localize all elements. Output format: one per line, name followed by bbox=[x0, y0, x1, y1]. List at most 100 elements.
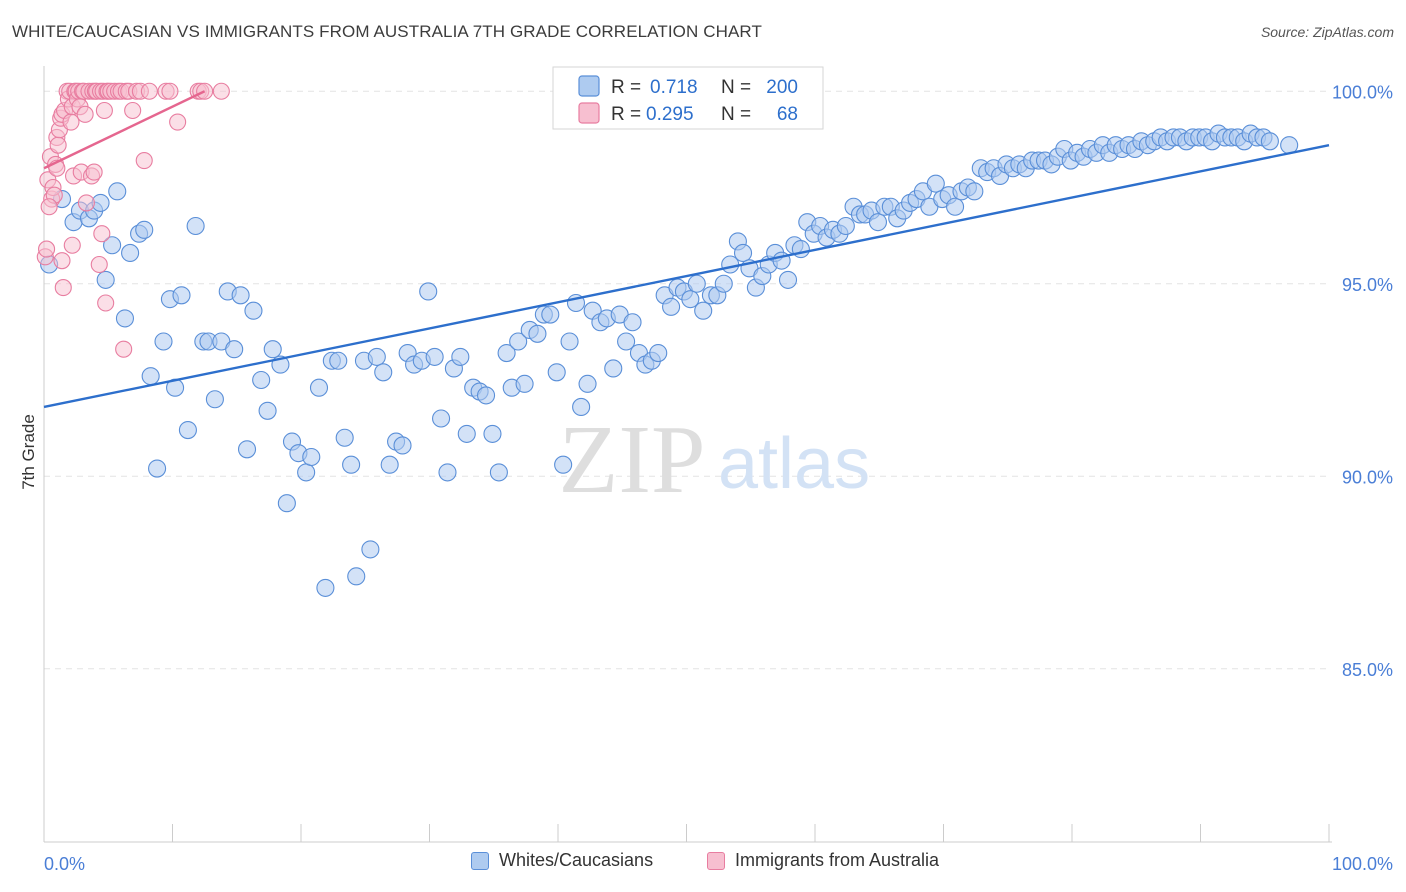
data-point-immigrants bbox=[161, 82, 179, 100]
data-point-whites bbox=[374, 363, 393, 382]
legend-n-value: 200 bbox=[766, 77, 798, 98]
data-point-immigrants bbox=[97, 294, 115, 312]
source-label: Source: ZipAtlas.com bbox=[1260, 24, 1394, 40]
gridlines bbox=[44, 90, 1329, 670]
legend-r-value: 0.295 bbox=[646, 104, 694, 125]
data-point-immigrants bbox=[93, 225, 111, 243]
data-point-whites bbox=[497, 343, 516, 363]
data-point-whites bbox=[681, 290, 700, 309]
data-point-whites bbox=[237, 440, 257, 459]
data-point-whites bbox=[714, 274, 733, 293]
data-point-immigrants bbox=[115, 340, 133, 358]
data-point-whites bbox=[148, 459, 167, 478]
data-point-whites bbox=[926, 174, 945, 193]
data-point-whites bbox=[515, 374, 534, 393]
y-tick-label: 100.0% bbox=[1332, 82, 1393, 102]
data-point-immigrants bbox=[77, 194, 95, 212]
data-point-whites bbox=[432, 409, 451, 428]
data-point-whites bbox=[662, 297, 681, 316]
data-point-whites bbox=[419, 282, 438, 301]
chart-title: WHITE/CAUCASIAN VS IMMIGRANTS FROM AUSTR… bbox=[12, 22, 762, 41]
data-point-whites bbox=[965, 182, 984, 201]
legend-n-value: 68 bbox=[777, 104, 798, 125]
data-point-whites bbox=[489, 463, 508, 482]
series-whites-points bbox=[40, 124, 1299, 597]
data-point-whites bbox=[649, 343, 668, 363]
data-point-whites bbox=[457, 424, 476, 443]
data-point-immigrants bbox=[49, 136, 67, 154]
data-point-whites bbox=[483, 424, 502, 443]
data-point-whites bbox=[103, 236, 122, 255]
legend-n-label: N = bbox=[721, 104, 751, 125]
data-point-whites bbox=[623, 313, 642, 332]
data-point-whites bbox=[335, 428, 354, 447]
data-point-immigrants bbox=[95, 101, 113, 120]
trend-line-whites bbox=[43, 143, 1330, 409]
data-point-whites bbox=[96, 270, 115, 289]
data-point-whites bbox=[367, 347, 386, 366]
legend-swatch-blue bbox=[578, 75, 600, 97]
y-tick-label: 95.0% bbox=[1342, 275, 1393, 295]
data-point-immigrants bbox=[63, 236, 81, 254]
data-point-immigrants bbox=[135, 152, 153, 170]
data-point-whites bbox=[393, 436, 412, 455]
data-point-whites bbox=[115, 309, 135, 328]
data-point-whites bbox=[554, 455, 573, 474]
legend-swatch-whites bbox=[471, 851, 489, 870]
data-point-whites bbox=[347, 567, 366, 586]
data-point-whites bbox=[361, 540, 380, 559]
data-point-whites bbox=[778, 270, 798, 289]
data-point-whites bbox=[380, 455, 399, 474]
data-point-whites bbox=[541, 305, 560, 324]
data-point-whites bbox=[733, 243, 753, 262]
data-point-whites bbox=[141, 367, 160, 386]
axes bbox=[43, 66, 1332, 843]
legend-swatch-immigrants bbox=[707, 851, 725, 870]
watermark: ZIP atlas bbox=[559, 406, 871, 514]
data-point-immigrants bbox=[90, 255, 108, 274]
watermark-zip: ZIP bbox=[559, 406, 706, 514]
data-point-whites bbox=[425, 347, 444, 366]
y-tick-label: 90.0% bbox=[1342, 467, 1393, 487]
legend-r-label: R = bbox=[611, 104, 641, 125]
data-point-whites bbox=[560, 332, 579, 351]
data-point-whites bbox=[836, 216, 855, 236]
data-point-immigrants bbox=[54, 279, 72, 297]
data-point-whites bbox=[297, 463, 316, 482]
data-point-whites bbox=[108, 182, 127, 201]
data-point-whites bbox=[451, 347, 470, 366]
data-point-whites bbox=[172, 286, 191, 305]
data-point-whites bbox=[277, 494, 296, 513]
legend-label-immigrants: Immigrants from Australia bbox=[735, 850, 940, 870]
data-point-whites bbox=[509, 332, 528, 351]
data-point-whites bbox=[135, 220, 154, 239]
data-point-immigrants bbox=[124, 101, 142, 120]
legend-swatch-pink bbox=[578, 102, 600, 124]
data-point-whites bbox=[868, 213, 888, 232]
correlation-legend: R = 0.718 N = 200 R = 0.295 N = 68 bbox=[552, 66, 824, 130]
legend-r-value: 0.718 bbox=[650, 77, 698, 98]
x-tick-label: 0.0% bbox=[44, 854, 85, 874]
data-point-whites bbox=[342, 455, 361, 474]
data-point-whites bbox=[528, 324, 547, 343]
data-point-whites bbox=[476, 386, 496, 405]
data-point-whites bbox=[329, 351, 348, 370]
data-point-immigrants bbox=[140, 82, 158, 100]
data-point-whites bbox=[316, 578, 335, 597]
legend-r-label: R = bbox=[611, 77, 641, 98]
data-point-whites bbox=[578, 374, 597, 393]
data-point-whites bbox=[946, 197, 965, 216]
bottom-legend: Whites/Caucasians Immigrants from Austra… bbox=[0, 850, 1406, 880]
data-point-immigrants bbox=[169, 113, 187, 131]
data-point-whites bbox=[694, 301, 713, 320]
data-point-whites bbox=[687, 274, 706, 293]
tick-labels: 85.0% 90.0% 95.0% 100.0% 0.0% 100.0% bbox=[44, 82, 1393, 874]
data-point-whites bbox=[186, 216, 205, 236]
data-point-immigrants bbox=[85, 163, 103, 181]
data-point-whites bbox=[244, 301, 263, 320]
data-point-whites bbox=[604, 359, 623, 378]
y-tick-label: 85.0% bbox=[1342, 660, 1393, 680]
data-point-whites bbox=[547, 363, 566, 382]
x-tick-label: 100.0% bbox=[1332, 854, 1393, 874]
